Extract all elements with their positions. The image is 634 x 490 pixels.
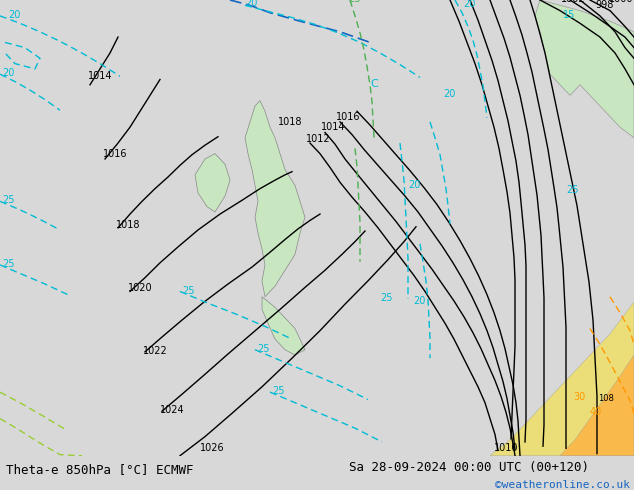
Text: 1018: 1018 [278, 117, 302, 127]
Text: 108: 108 [598, 393, 614, 403]
Polygon shape [195, 154, 230, 212]
Text: 20: 20 [2, 68, 15, 78]
Text: 25: 25 [182, 286, 195, 295]
Text: 1024: 1024 [160, 405, 184, 416]
Text: 1022: 1022 [143, 346, 168, 356]
Text: 20: 20 [443, 90, 455, 99]
Text: 25: 25 [2, 259, 15, 269]
Text: Theta-e 850hPa [°C] ECMWF: Theta-e 850hPa [°C] ECMWF [6, 463, 194, 476]
Text: 1012: 1012 [306, 134, 330, 144]
Text: 1002: 1002 [560, 0, 585, 4]
Text: 1010: 1010 [494, 443, 519, 453]
Text: C: C [370, 79, 378, 89]
Text: 1014: 1014 [321, 122, 346, 132]
Polygon shape [245, 100, 305, 297]
Text: 30: 30 [573, 392, 585, 401]
Text: 20: 20 [413, 296, 425, 306]
Text: 20: 20 [245, 0, 257, 8]
Text: 40: 40 [590, 407, 602, 417]
Text: 1016: 1016 [103, 149, 127, 159]
Text: 1000: 1000 [609, 0, 633, 4]
Text: 1020: 1020 [128, 283, 153, 294]
Text: Sa 28-09-2024 00:00 UTC (00+120): Sa 28-09-2024 00:00 UTC (00+120) [349, 461, 589, 474]
Text: 25: 25 [380, 293, 392, 303]
Text: 25: 25 [566, 185, 578, 195]
Text: 25: 25 [348, 0, 361, 4]
Text: 20: 20 [463, 0, 476, 9]
Text: 25: 25 [272, 386, 285, 396]
Text: 1016: 1016 [336, 112, 361, 122]
Polygon shape [262, 297, 305, 355]
Text: 20: 20 [8, 10, 20, 20]
Text: 20: 20 [408, 179, 420, 190]
Text: 1026: 1026 [200, 443, 224, 453]
Text: 1014: 1014 [88, 72, 112, 81]
Text: 25: 25 [2, 196, 15, 205]
Text: 998: 998 [596, 0, 614, 10]
Text: 1018: 1018 [116, 220, 141, 230]
Text: 25: 25 [257, 344, 269, 354]
Text: ©weatheronline.co.uk: ©weatheronline.co.uk [495, 480, 630, 490]
Polygon shape [560, 355, 634, 456]
Polygon shape [490, 302, 634, 456]
Polygon shape [535, 0, 634, 138]
Text: 15: 15 [563, 10, 576, 20]
